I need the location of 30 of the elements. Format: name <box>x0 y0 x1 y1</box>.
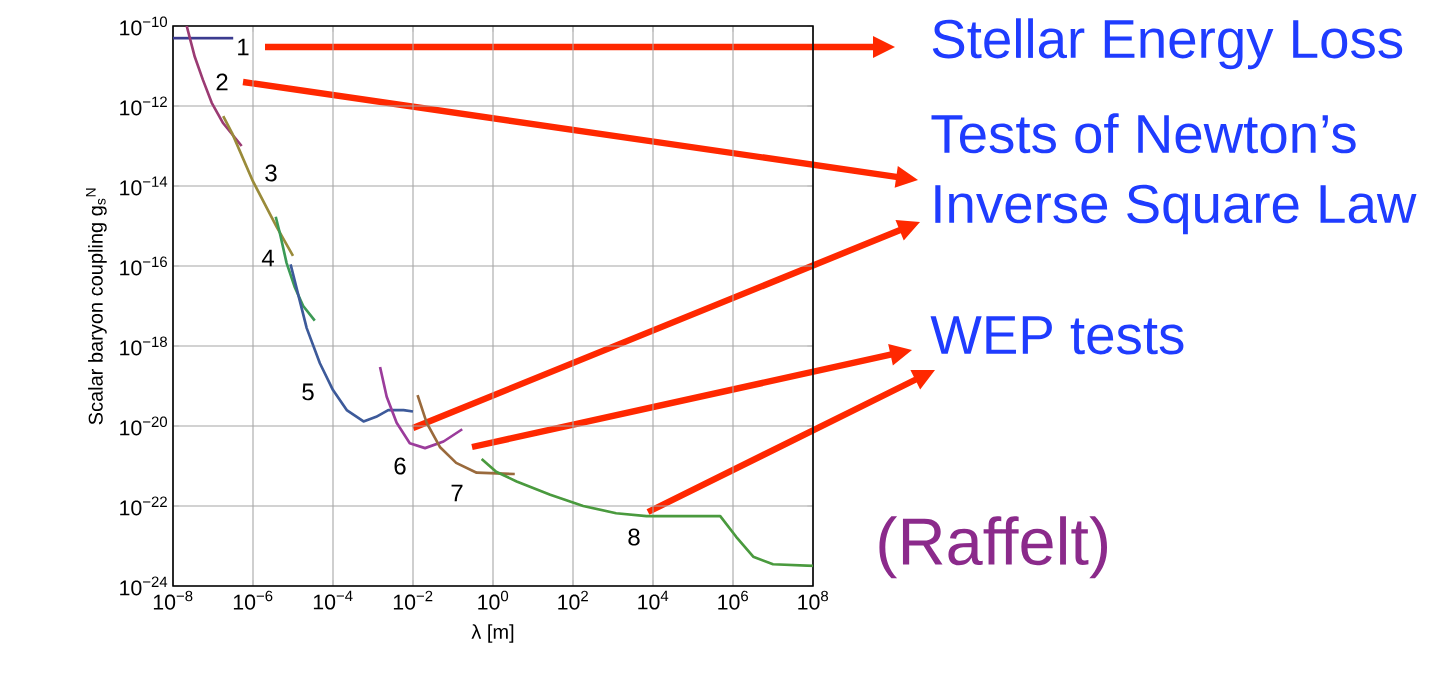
series-label: 3 <box>265 164 277 182</box>
series-label: 4 <box>261 249 274 267</box>
series-label: 1 <box>238 38 249 56</box>
y-axis-title: Scalar baryon coupling g$_{s}$N <box>86 188 107 425</box>
x-axis-title: λ [m] <box>471 624 514 643</box>
series-label: 5 <box>302 383 314 401</box>
x-tick-label: 10$^{−2}$ <box>393 590 433 610</box>
x-tick-label: 10$^{−4}$ <box>313 590 353 610</box>
series-label: 8 <box>628 528 640 546</box>
text: Tests of Newton’s Inverse Square Law <box>931 113 1417 235</box>
y-tick-label: 10$^{−22}$ <box>120 496 167 516</box>
text: WEP tests <box>930 316 1184 355</box>
x-tick-label: 10$^{6}$ <box>718 590 749 610</box>
x-tick-label: 10$^{4}$ <box>638 590 669 610</box>
y-tick-label: 10$^{−10}$ <box>120 16 168 36</box>
y-tick-label: 10$^{−14}$ <box>120 176 168 196</box>
x-tick-label: 10$^{−8}$ <box>153 590 193 610</box>
series-label: 2 <box>216 73 228 91</box>
series-label: 7 <box>451 484 463 502</box>
text: Stellar Energy Loss <box>932 18 1403 70</box>
x-tick-label: 10$^{0}$ <box>478 590 509 610</box>
y-tick-label: 10$^{−12}$ <box>120 96 167 116</box>
y-tick-label: 10$^{−18}$ <box>120 336 167 356</box>
x-tick-label: 10$^{−6}$ <box>233 590 273 610</box>
x-tick-label: 10$^{2}$ <box>558 590 588 610</box>
y-tick-label: 10$^{−16}$ <box>120 256 167 276</box>
y-tick-label: 10$^{−20}$ <box>120 416 168 436</box>
x-tick-label: 10$^{8}$ <box>798 590 829 610</box>
text: (Raffelt) <box>879 516 1107 579</box>
series-label: 6 <box>394 457 406 475</box>
